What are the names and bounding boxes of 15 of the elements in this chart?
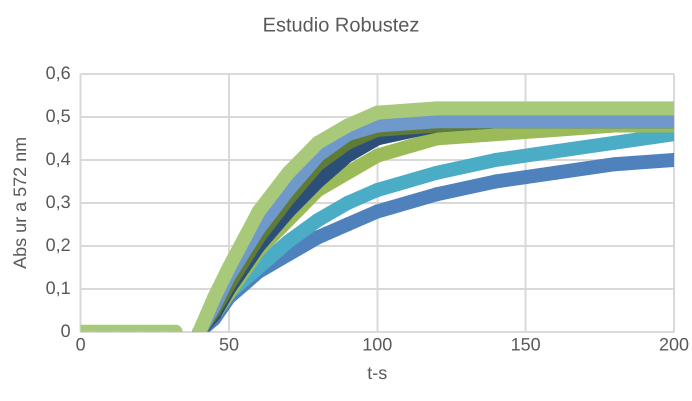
x-tick-label: 150 <box>510 334 541 355</box>
chart-title: Estudio Robustez <box>262 14 420 37</box>
y-tick-label: 0,2 <box>46 234 71 255</box>
y-tick-label: 0,4 <box>46 148 71 169</box>
y-tick-label: 0,6 <box>46 62 71 83</box>
y-tick-label: 0,5 <box>46 106 71 126</box>
y-tick-label: 0,1 <box>46 278 71 298</box>
x-axis-title: t-s <box>367 363 388 384</box>
x-tick-label: 50 <box>218 334 239 355</box>
x-tick-label: 0 <box>76 334 86 355</box>
x-tick-label: 100 <box>362 334 392 355</box>
y-axis-title: Abs ur a 572 nm <box>10 136 30 269</box>
y-tick-label: 0,3 <box>46 192 71 212</box>
y-tick-label: 0 <box>60 320 71 341</box>
x-tick-label: 200 <box>658 334 690 355</box>
